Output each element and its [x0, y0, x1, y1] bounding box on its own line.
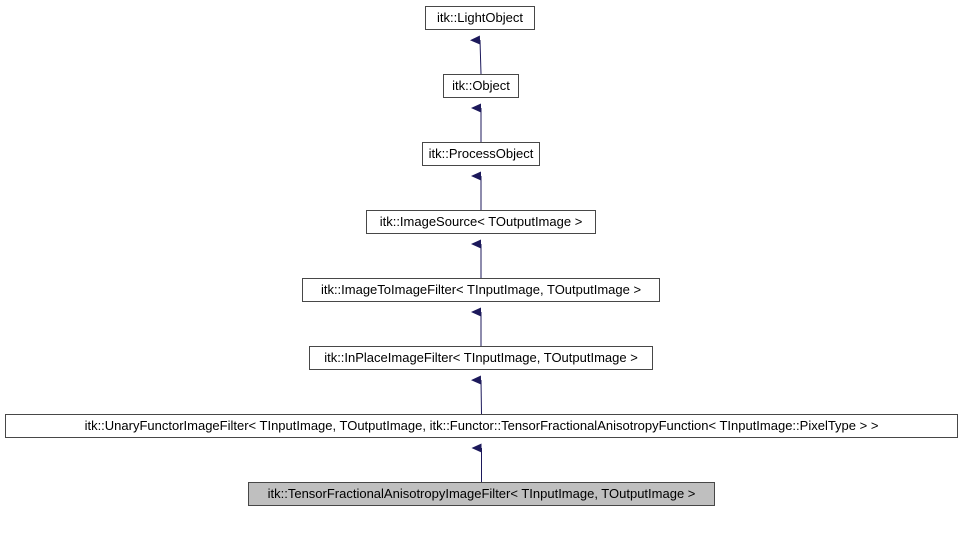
- class-node-label: itk::TensorFractionalAnisotropyImageFilt…: [268, 487, 696, 501]
- class-node[interactable]: itk::TensorFractionalAnisotropyImageFilt…: [248, 482, 715, 506]
- class-node-label: itk::ImageToImageFilter< TInputImage, TO…: [321, 283, 641, 297]
- class-node-label: itk::ProcessObject: [429, 147, 534, 161]
- class-node[interactable]: itk::ImageToImageFilter< TInputImage, TO…: [302, 278, 660, 302]
- class-node[interactable]: itk::ProcessObject: [422, 142, 540, 166]
- class-node-label: itk::UnaryFunctorImageFilter< TInputImag…: [85, 419, 879, 433]
- inheritance-edge: [481, 380, 482, 414]
- class-node[interactable]: itk::ImageSource< TOutputImage >: [366, 210, 596, 234]
- class-node[interactable]: itk::Object: [443, 74, 519, 98]
- class-node[interactable]: itk::UnaryFunctorImageFilter< TInputImag…: [5, 414, 958, 438]
- class-node-label: itk::InPlaceImageFilter< TInputImage, TO…: [324, 351, 638, 365]
- class-node-label: itk::LightObject: [437, 11, 523, 25]
- class-node[interactable]: itk::LightObject: [425, 6, 535, 30]
- inheritance-diagram: itk::LightObjectitk::Objectitk::ProcessO…: [0, 0, 965, 560]
- class-node[interactable]: itk::InPlaceImageFilter< TInputImage, TO…: [309, 346, 653, 370]
- class-node-label: itk::Object: [452, 79, 510, 93]
- inheritance-edge: [480, 40, 481, 74]
- class-node-label: itk::ImageSource< TOutputImage >: [380, 215, 583, 229]
